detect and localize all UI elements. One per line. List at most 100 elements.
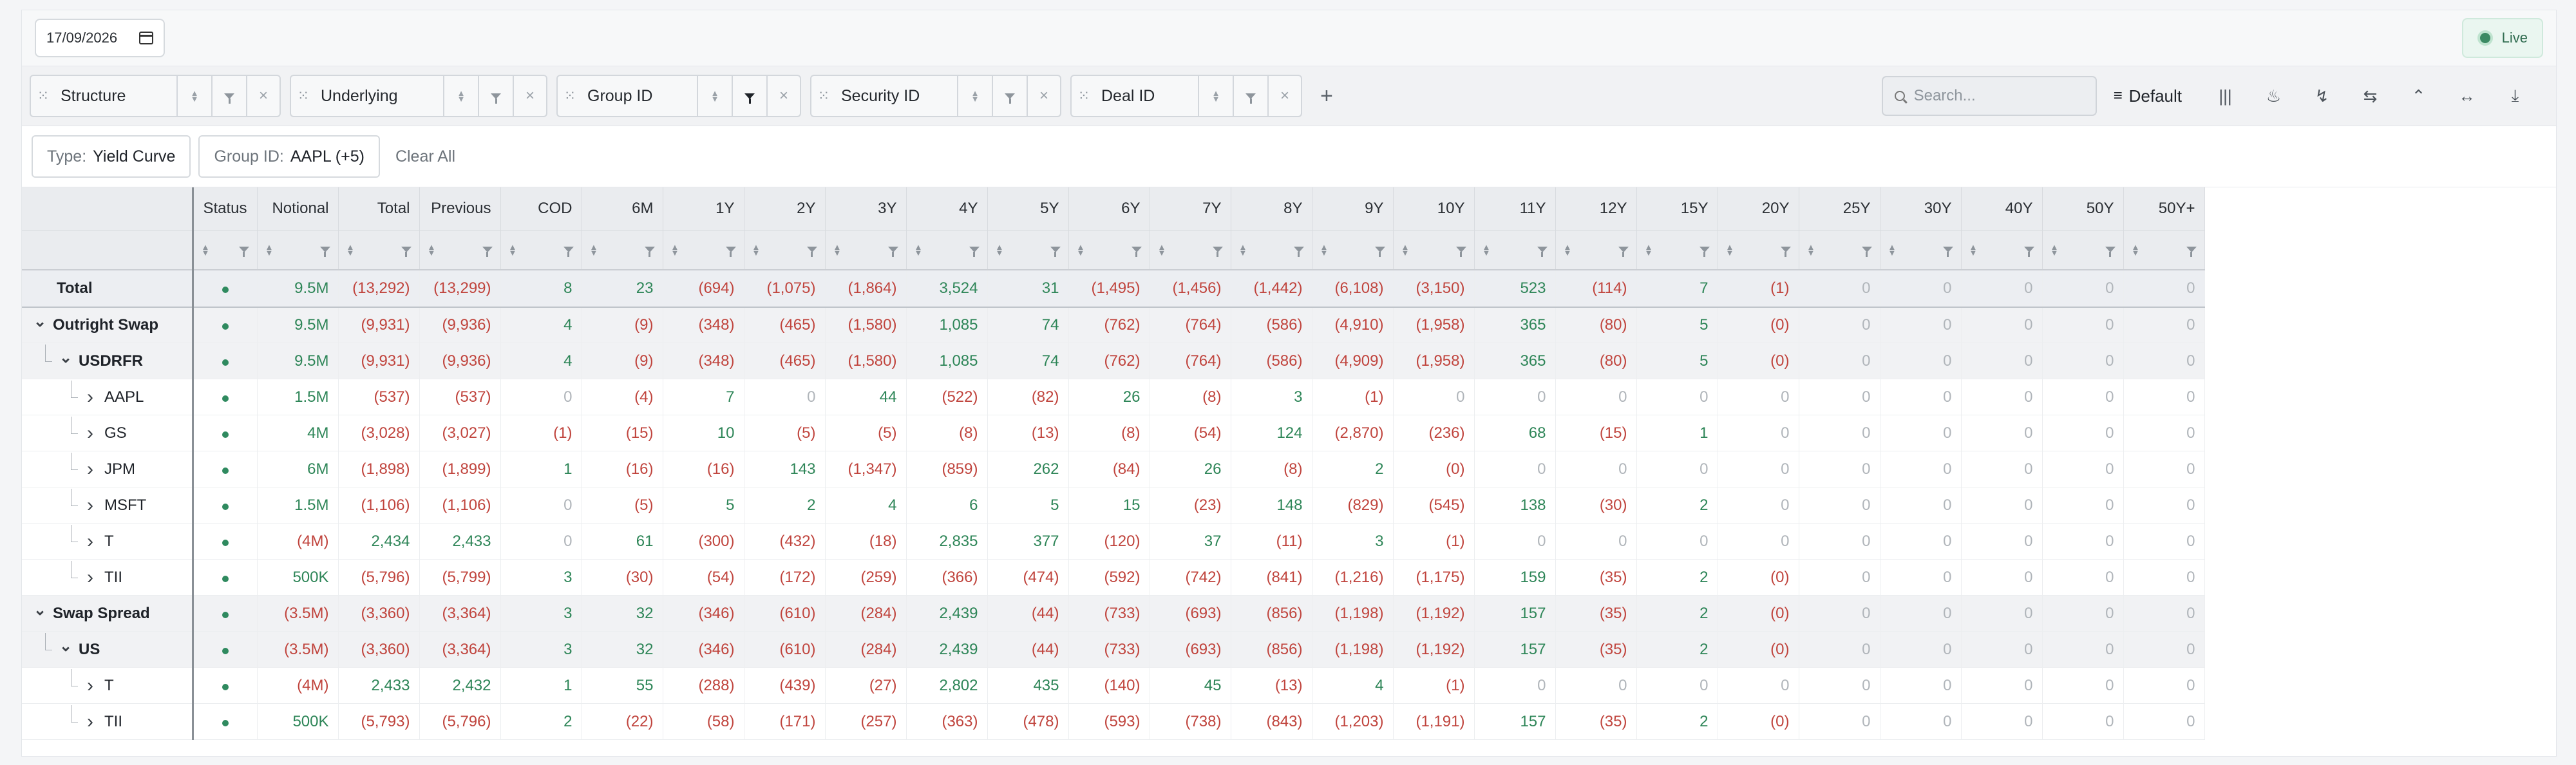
filter-icon[interactable] — [969, 247, 980, 257]
view-selector[interactable]: ≡ Default — [2114, 86, 2182, 106]
chevron-down-icon[interactable]: ⌄ — [59, 638, 73, 655]
sort-icon[interactable]: ▲ ▼ — [1157, 241, 1166, 258]
chevron-right-icon[interactable]: › — [87, 566, 93, 588]
table-row-aapl[interactable]: › AAPL 1.5M (537) (537) 0 (4) 7 0 44 (522) (82) 26 (8… — [22, 379, 2205, 415]
filter-icon[interactable] — [1212, 247, 1223, 257]
filter-icon[interactable] — [993, 76, 1027, 116]
table-row-total[interactable]: Total 9.5M (13,292) (13,299) 8 23 (694) (1,075)… — [22, 269, 2205, 308]
sort-icon[interactable]: ▲ ▼ — [427, 241, 436, 258]
row-label-cell[interactable]: › AAPL — [22, 379, 194, 415]
sort-icon[interactable]: ▲ ▼ — [1211, 88, 1220, 104]
filter-icon[interactable] — [1050, 247, 1061, 257]
row-label-cell[interactable]: ⌄ Swap Spread — [22, 595, 194, 632]
filter-icon[interactable] — [1131, 247, 1142, 257]
drag-handle-icon[interactable]: ⁙ — [37, 88, 49, 104]
table-row-tii[interactable]: › TII 500K (5,793) (5,796) 2 (22) (58) (171) (257… — [22, 703, 2205, 740]
sort-icon[interactable]: ▲ ▼ — [2131, 241, 2140, 258]
column-header-previous[interactable]: Previous — [419, 187, 501, 231]
table-row-usdrfr[interactable]: ⌄ USDRFR 9.5M (9,931) (9,936) 4 (9) (348) (465)(… — [22, 343, 2205, 379]
sort-icon[interactable]: ▲ ▼ — [1725, 241, 1734, 258]
table-row-t[interactable]: › T (4M) 2,434 2,433 0 61 (300) (432) (18) 2,835 37… — [22, 523, 2205, 560]
group-chip-group-id[interactable]: ⁙ Group ID ▲ ▼ × — [556, 75, 801, 117]
column-header-15y[interactable]: 15Y — [1636, 187, 1718, 231]
filter-icon[interactable] — [2023, 247, 2034, 257]
column-header-1y[interactable]: 1Y — [663, 187, 744, 231]
group-chip-security-id[interactable]: ⁙ Security ID ▲ ▼ × — [810, 75, 1061, 117]
chevron-right-icon[interactable]: › — [87, 494, 93, 516]
column-header-25y[interactable]: 25Y — [1799, 187, 1880, 231]
sort-icon[interactable]: ▲ ▼ — [752, 241, 761, 258]
filter-icon[interactable] — [1618, 247, 1629, 257]
sort-icon[interactable]: ▲ ▼ — [670, 241, 679, 258]
collapse-up-icon[interactable]: ⌃ — [2411, 86, 2426, 106]
filter-icon[interactable] — [563, 247, 574, 257]
download-icon[interactable]: ⤓ — [2511, 86, 2519, 105]
filter-chip-type[interactable]: Type: Yield Curve — [32, 135, 191, 178]
row-label-cell[interactable]: ⌄ USDRFR — [22, 343, 194, 379]
sort-icon[interactable]: ▲ ▼ — [1806, 241, 1815, 258]
filter-icon[interactable] — [1537, 247, 1548, 257]
filter-icon[interactable] — [479, 76, 513, 116]
column-header-cod[interactable]: COD — [500, 187, 582, 231]
row-label-cell[interactable]: › JPM — [22, 451, 194, 487]
table-row-jpm[interactable]: › JPM 6M (1,898) (1,899) 1 (16) (16) 143 (1,347)(… — [22, 451, 2205, 487]
close-icon[interactable]: × — [1039, 87, 1048, 104]
sort-icon[interactable]: ▲ ▼ — [710, 88, 719, 104]
column-header-20y[interactable]: 20Y — [1718, 187, 1799, 231]
sort-icon[interactable]: ▲ ▼ — [995, 241, 1004, 258]
filter-icon[interactable] — [725, 247, 736, 257]
column-header-9y[interactable]: 9Y — [1312, 187, 1394, 231]
drag-handle-icon[interactable]: ⁙ — [1077, 88, 1090, 104]
bolt-icon[interactable]: ↯ — [2315, 86, 2329, 106]
drag-handle-icon[interactable]: ⁙ — [297, 88, 309, 104]
table-row-tii[interactable]: › TII 500K (5,796) (5,799) 3 (30) (54) (172) (259… — [22, 559, 2205, 596]
filter-icon[interactable] — [1293, 247, 1304, 257]
sort-icon[interactable]: ▲ ▼ — [833, 241, 842, 258]
column-header-10y[interactable]: 10Y — [1393, 187, 1475, 231]
sort-icon[interactable]: ▲ ▼ — [190, 88, 199, 104]
column-header-status[interactable]: Status — [193, 187, 258, 231]
table-row-swap-spread[interactable]: ⌄ Swap Spread (3.5M) (3,360) (3,364) 3 32 (346)… — [22, 595, 2205, 632]
column-header-6y[interactable]: 6Y — [1068, 187, 1150, 231]
filter-icon[interactable] — [1699, 247, 1710, 257]
row-label-cell[interactable]: ⌄ Outright Swap — [22, 307, 194, 343]
chevron-right-icon[interactable]: › — [87, 530, 93, 552]
column-header-50y[interactable]: 50Y — [2042, 187, 2124, 231]
drag-handle-icon[interactable]: ⁙ — [817, 88, 829, 104]
chevron-right-icon[interactable]: › — [87, 422, 93, 444]
close-icon[interactable]: × — [1280, 87, 1289, 104]
sort-icon[interactable]: ▲ ▼ — [1320, 241, 1329, 258]
sort-icon[interactable]: ▲ ▼ — [346, 241, 355, 258]
row-label-cell[interactable]: › TII — [22, 559, 194, 596]
swap-icon[interactable]: ⇆ — [2363, 86, 2378, 106]
row-label-cell[interactable]: › T — [22, 667, 194, 704]
sort-icon[interactable]: ▲ ▼ — [1563, 241, 1572, 258]
column-header-6m[interactable]: 6M — [582, 187, 663, 231]
group-chip-structure[interactable]: ⁙ Structure ▲ ▼ × — [30, 75, 281, 117]
close-icon[interactable]: × — [258, 87, 268, 104]
column-header-12y[interactable]: 12Y — [1555, 187, 1637, 231]
filter-icon[interactable] — [1374, 247, 1385, 257]
column-header-4y[interactable]: 4Y — [906, 187, 988, 231]
filter-icon[interactable] — [1234, 76, 1267, 116]
filter-icon[interactable] — [1780, 247, 1791, 257]
sort-icon[interactable]: ▲ ▼ — [457, 88, 466, 104]
search-input[interactable] — [1912, 86, 2070, 106]
row-label-cell[interactable]: › GS — [22, 415, 194, 451]
sort-icon[interactable]: ▲ ▼ — [971, 88, 980, 104]
column-header-2y[interactable]: 2Y — [744, 187, 826, 231]
filter-icon[interactable] — [2105, 247, 2116, 257]
close-icon[interactable]: × — [525, 87, 535, 104]
sort-icon[interactable]: ▲ ▼ — [1076, 241, 1085, 258]
filter-icon[interactable] — [887, 247, 898, 257]
chevron-right-icon[interactable]: › — [87, 386, 93, 408]
chevron-down-icon[interactable]: ⌄ — [33, 601, 47, 619]
filter-icon[interactable] — [1861, 247, 1872, 257]
sort-icon[interactable]: ▲ ▼ — [2050, 241, 2059, 258]
clear-all-button[interactable]: Clear All — [395, 147, 456, 165]
column-header-3y[interactable]: 3Y — [825, 187, 907, 231]
table-row-gs[interactable]: › GS 4M (3,028) (3,027) (1) (15) 10 (5) (5) (8) (13… — [22, 415, 2205, 451]
table-row-outright-swap[interactable]: ⌄ Outright Swap 9.5M (9,931) (9,936) 4 (9) (348… — [22, 307, 2205, 343]
close-icon[interactable]: × — [779, 87, 788, 104]
date-value[interactable]: 17/09/2026 — [46, 30, 118, 46]
